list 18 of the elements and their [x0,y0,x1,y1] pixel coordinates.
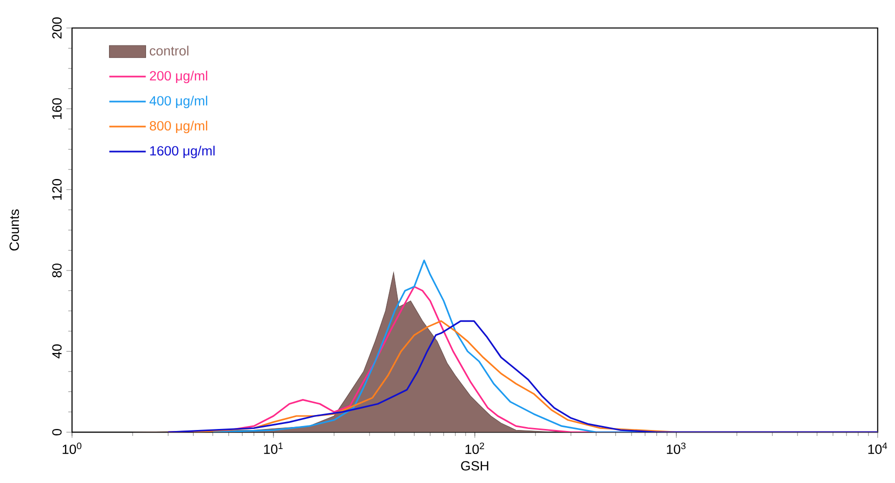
x-tick-label: 10$^{2}$ [466,442,484,454]
legend-label: control [150,46,188,56]
legend-label: 200 μg/ml [150,70,208,84]
y-tick-label: 40 [52,344,62,359]
y-tick-label: 160 [52,98,62,120]
x-tick-label: 10$^{4}$ [868,442,888,454]
y-tick-label: 0 [52,429,62,436]
x-tick-label: 10$^{1}$ [264,442,283,454]
y-tick-label: 80 [52,264,62,278]
legend-label: 400 μg/ml [150,96,208,108]
y-tick-label: 200 [52,17,62,39]
y-tick-label: 120 [52,179,62,200]
y-axis-title: Counts [10,210,19,251]
x-tick-label: 10$^{0}$ [62,442,82,454]
legend-label: 1600 μg/ml [150,146,215,158]
legend-label: 800 μg/ml [150,120,208,134]
x-tick-label: 10$^{3}$ [666,442,686,454]
x-axis-title: GSH [461,461,488,471]
